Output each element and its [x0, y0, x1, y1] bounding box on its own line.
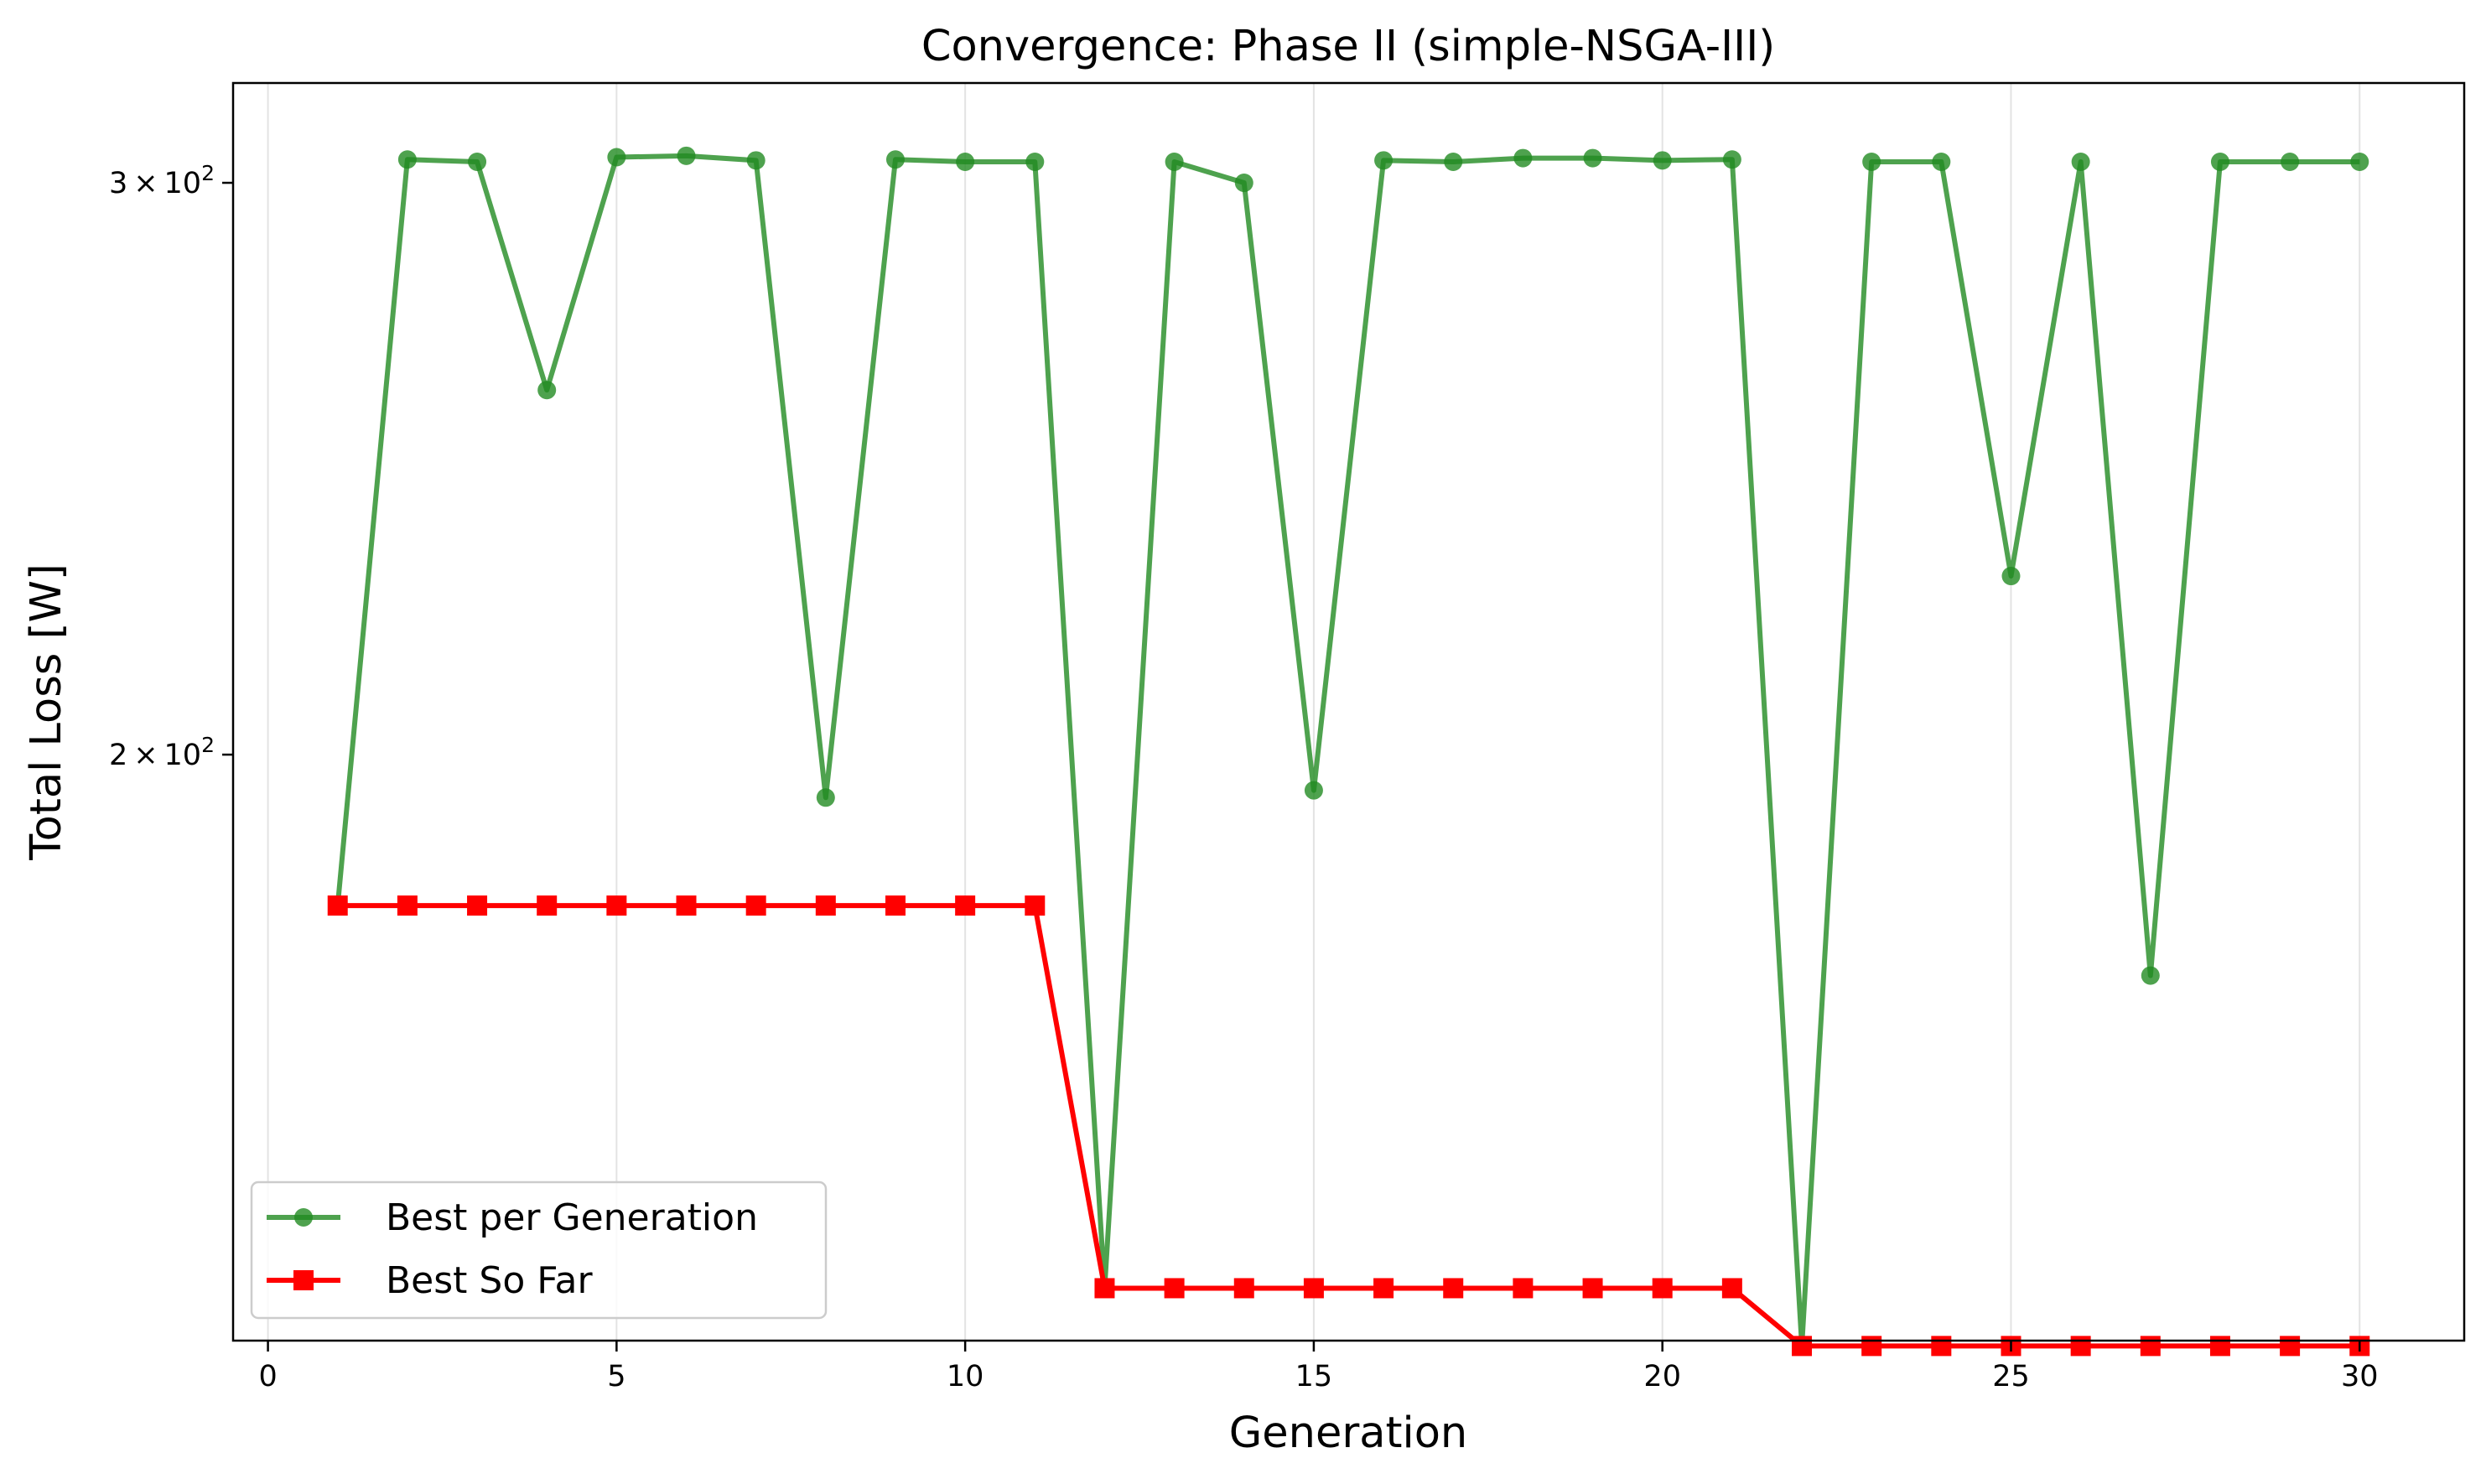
data-point-best-per-generation [746, 151, 766, 170]
x-axis-label: Generation [1229, 1409, 1468, 1458]
x-tick-label: 10 [947, 1360, 984, 1393]
x-tick-label: 5 [607, 1360, 625, 1393]
data-point-best-so-far [1094, 1278, 1115, 1299]
y-axis-label: Total Loss [W] [22, 563, 71, 861]
data-point-best-so-far [2140, 1336, 2161, 1357]
data-point-best-so-far [1582, 1278, 1603, 1299]
data-point-best-per-generation [1513, 148, 1533, 168]
x-tick-label: 0 [258, 1360, 277, 1393]
data-point-best-per-generation [2350, 152, 2369, 171]
legend-marker-best-per-generation [294, 1208, 313, 1227]
data-point-best-per-generation [1234, 174, 1253, 193]
grid-lines [267, 83, 2361, 1341]
data-point-best-so-far [1303, 1278, 1324, 1299]
x-tick-label: 20 [1643, 1360, 1681, 1393]
series-line-best-per-generation [335, 153, 2360, 1349]
data-point-best-so-far [1443, 1278, 1464, 1299]
data-point-best-per-generation [397, 150, 417, 169]
series-layer [327, 146, 2370, 1357]
legend-box [250, 1180, 828, 1320]
x-tick-label: 15 [1295, 1360, 1333, 1393]
data-point-best-so-far [2070, 1336, 2091, 1357]
data-point-best-so-far [1025, 895, 1046, 916]
data-point-best-per-generation [1165, 152, 1184, 171]
data-point-best-so-far [1164, 1278, 1185, 1299]
data-point-best-so-far [1652, 1278, 1673, 1299]
axis-ticks: 0 5 10 15 20 25 30 2 × 102 3 × 102 [109, 161, 2379, 1393]
data-point-best-so-far [1721, 1278, 1742, 1299]
data-point-best-per-generation [1583, 148, 1602, 168]
data-point-best-so-far [885, 895, 906, 916]
data-point-best-so-far [1792, 1336, 1813, 1357]
x-tick-label: 25 [1992, 1360, 2030, 1393]
data-point-best-so-far [467, 895, 488, 916]
data-point-best-per-generation [1374, 151, 1394, 170]
legend: Best per Generation Best So Far [250, 1180, 828, 1320]
legend-marker-best-so-far [293, 1270, 314, 1290]
data-point-best-so-far [2209, 1336, 2230, 1357]
data-point-best-per-generation [537, 381, 557, 400]
data-point-best-so-far [955, 895, 976, 916]
data-point-best-per-generation [885, 150, 905, 169]
data-point-best-so-far [1861, 1336, 1882, 1357]
data-point-best-per-generation [2281, 152, 2300, 171]
data-point-best-so-far [1373, 1278, 1394, 1299]
x-tick-label: 30 [2341, 1360, 2379, 1393]
data-point-best-per-generation [1932, 152, 1951, 171]
data-point-best-per-generation [2001, 567, 2021, 586]
data-point-best-so-far [1931, 1336, 1952, 1357]
data-point-best-per-generation [1025, 152, 1045, 171]
data-point-best-per-generation [816, 788, 835, 807]
data-point-best-per-generation [1862, 152, 1881, 171]
data-point-best-so-far [2280, 1336, 2301, 1357]
data-point-best-so-far [1513, 1278, 1534, 1299]
data-point-best-so-far [1233, 1278, 1254, 1299]
series-line-best-so-far [337, 903, 2360, 1349]
data-point-best-per-generation [1444, 152, 1463, 171]
data-point-best-per-generation [468, 152, 487, 171]
data-point-best-so-far [327, 895, 348, 916]
legend-label-best-so-far: Best So Far [386, 1259, 593, 1302]
y-tick-label: 3 × 102 [109, 161, 215, 200]
data-point-best-per-generation [2141, 966, 2160, 985]
data-point-best-per-generation [956, 152, 975, 171]
data-point-best-so-far [745, 895, 766, 916]
data-point-best-so-far [606, 895, 627, 916]
y-tick-label: 2 × 102 [109, 733, 215, 772]
chart-title: Convergence: Phase II (simple-NSGA-III) [921, 22, 1775, 71]
data-point-best-per-generation [2071, 152, 2090, 171]
data-point-best-so-far [397, 895, 418, 916]
data-point-best-per-generation [1653, 151, 1672, 170]
data-point-best-per-generation [1304, 781, 1323, 800]
data-point-best-so-far [815, 895, 836, 916]
data-point-best-per-generation [607, 148, 626, 167]
data-point-best-so-far [537, 895, 558, 916]
plot-area-frame [231, 81, 2466, 1342]
legend-label-best-per-generation: Best per Generation [386, 1196, 758, 1239]
data-point-best-per-generation [1722, 150, 1741, 169]
data-point-best-per-generation [2210, 152, 2229, 171]
data-point-best-so-far [676, 895, 697, 916]
data-point-best-per-generation [677, 146, 696, 165]
